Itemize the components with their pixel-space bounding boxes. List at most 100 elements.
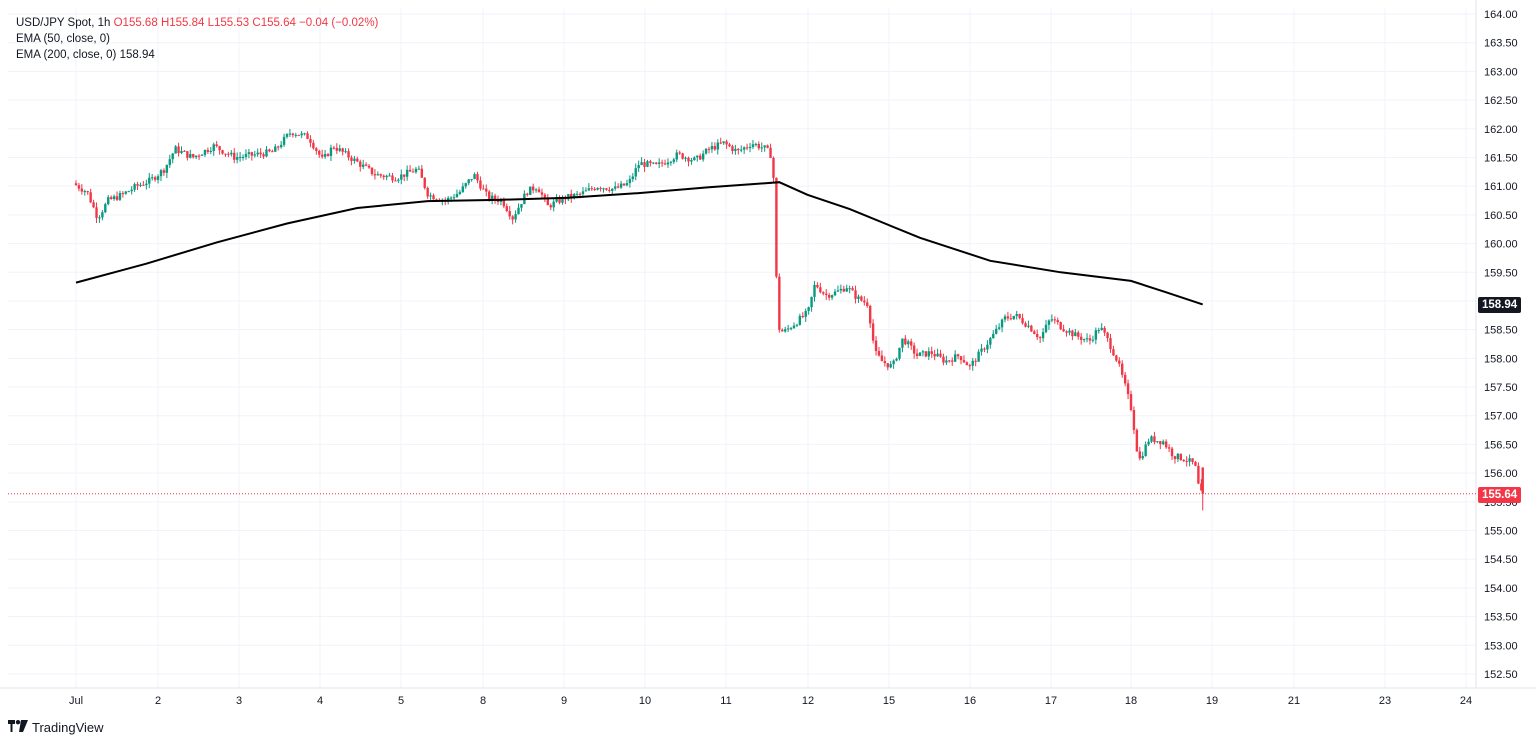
y-tick-label: 163.50 bbox=[1484, 38, 1518, 50]
candle-body bbox=[142, 184, 145, 186]
x-tick-label: 17 bbox=[1045, 695, 1057, 707]
candle-body bbox=[482, 188, 485, 190]
candle-body bbox=[285, 134, 289, 137]
candle-body bbox=[625, 183, 629, 186]
last-price-tag: 155.64 bbox=[1478, 487, 1522, 503]
candle-body bbox=[546, 197, 550, 206]
candle-body bbox=[241, 156, 245, 158]
candle-body bbox=[344, 151, 347, 153]
candle-body bbox=[385, 175, 388, 178]
candle-body bbox=[904, 338, 907, 345]
candle-body bbox=[200, 154, 204, 156]
candle-body bbox=[731, 146, 734, 151]
last-candle-body bbox=[1201, 467, 1204, 494]
candle-body bbox=[405, 169, 409, 177]
candle-body bbox=[291, 133, 295, 136]
ema50-row[interactable]: EMA (50, close, 0) bbox=[16, 31, 378, 47]
candle-body bbox=[953, 354, 957, 362]
symbol-label[interactable]: USD/JPY Spot, 1h bbox=[16, 17, 111, 29]
candle-body bbox=[992, 333, 995, 339]
candle-body bbox=[951, 360, 954, 362]
candle-body bbox=[467, 179, 470, 184]
candle-body bbox=[303, 133, 306, 135]
candle-body bbox=[227, 153, 230, 155]
candle-body bbox=[901, 338, 904, 348]
candle-body bbox=[728, 144, 731, 147]
candle-body bbox=[804, 310, 807, 317]
x-tick-label: 5 bbox=[398, 695, 404, 707]
candle-body bbox=[206, 149, 210, 152]
candle-body bbox=[186, 151, 189, 158]
candle-body bbox=[109, 197, 113, 200]
candle-body bbox=[748, 146, 752, 148]
candle-body bbox=[540, 192, 544, 195]
candle-body bbox=[986, 344, 989, 350]
candle-body bbox=[282, 136, 286, 145]
candle-body bbox=[1044, 324, 1048, 333]
candle-body bbox=[810, 296, 813, 308]
low-value: L155.53 bbox=[207, 17, 250, 29]
ema200-row[interactable]: EMA (200, close, 0) 158.94 bbox=[16, 47, 378, 63]
candle-body bbox=[1003, 316, 1007, 320]
candle-body bbox=[174, 146, 177, 154]
candle-body bbox=[426, 187, 429, 197]
y-tick-label: 161.00 bbox=[1484, 181, 1518, 193]
candle-body bbox=[942, 356, 945, 363]
candle-body bbox=[558, 198, 561, 203]
candle-body bbox=[121, 193, 125, 195]
candle-body bbox=[159, 170, 163, 177]
candle-body bbox=[965, 362, 969, 366]
candle-body bbox=[180, 150, 183, 153]
tradingview-logo[interactable]: TradingView bbox=[8, 720, 104, 735]
candle-body bbox=[452, 197, 456, 199]
candle-body bbox=[376, 174, 380, 176]
candle-body bbox=[948, 360, 951, 362]
candle-body bbox=[789, 328, 793, 330]
candle-body bbox=[801, 315, 804, 317]
candle-body bbox=[1164, 441, 1168, 448]
candle-body bbox=[833, 291, 837, 296]
candle-body bbox=[499, 199, 503, 202]
candle-body bbox=[326, 154, 330, 157]
candle-body bbox=[974, 360, 977, 362]
candle-body bbox=[1121, 363, 1124, 375]
y-tick-label: 157.50 bbox=[1484, 382, 1518, 394]
candle-body bbox=[197, 155, 201, 157]
candle-body bbox=[681, 153, 684, 159]
candle-body bbox=[485, 188, 488, 192]
candle-body bbox=[616, 186, 620, 188]
y-tick-label: 160.50 bbox=[1484, 210, 1518, 222]
candle-body bbox=[529, 186, 532, 195]
candle-body bbox=[95, 207, 98, 218]
candle-body bbox=[1179, 453, 1183, 460]
candle-body bbox=[839, 288, 843, 291]
candle-body bbox=[924, 351, 928, 357]
candle-body bbox=[432, 195, 435, 200]
candle-body bbox=[203, 149, 207, 155]
y-tick-label: 153.00 bbox=[1484, 640, 1518, 652]
candle-body bbox=[757, 143, 761, 149]
candle-body bbox=[693, 157, 696, 160]
candle-body bbox=[1097, 330, 1100, 332]
candle-body bbox=[1091, 339, 1095, 341]
candle-body bbox=[719, 142, 722, 144]
candle-body bbox=[690, 159, 693, 162]
candle-body bbox=[745, 147, 749, 149]
x-tick-label: 11 bbox=[720, 695, 731, 707]
candle-body bbox=[655, 162, 658, 164]
candle-body bbox=[778, 276, 781, 330]
high-value: H155.84 bbox=[160, 17, 205, 29]
y-tick-label: 157.00 bbox=[1484, 411, 1518, 423]
candle-body bbox=[699, 155, 702, 160]
candle-body bbox=[526, 193, 529, 195]
candle-body bbox=[238, 157, 242, 159]
candle-body bbox=[584, 190, 588, 192]
candle-body bbox=[912, 345, 916, 354]
ema200-label: EMA (200, close, 0) bbox=[16, 49, 117, 61]
candle-body bbox=[567, 193, 570, 200]
tradingview-logo-icon bbox=[8, 720, 28, 735]
candle-body bbox=[602, 188, 605, 190]
candle-body bbox=[511, 216, 514, 220]
candle-body bbox=[795, 324, 799, 326]
